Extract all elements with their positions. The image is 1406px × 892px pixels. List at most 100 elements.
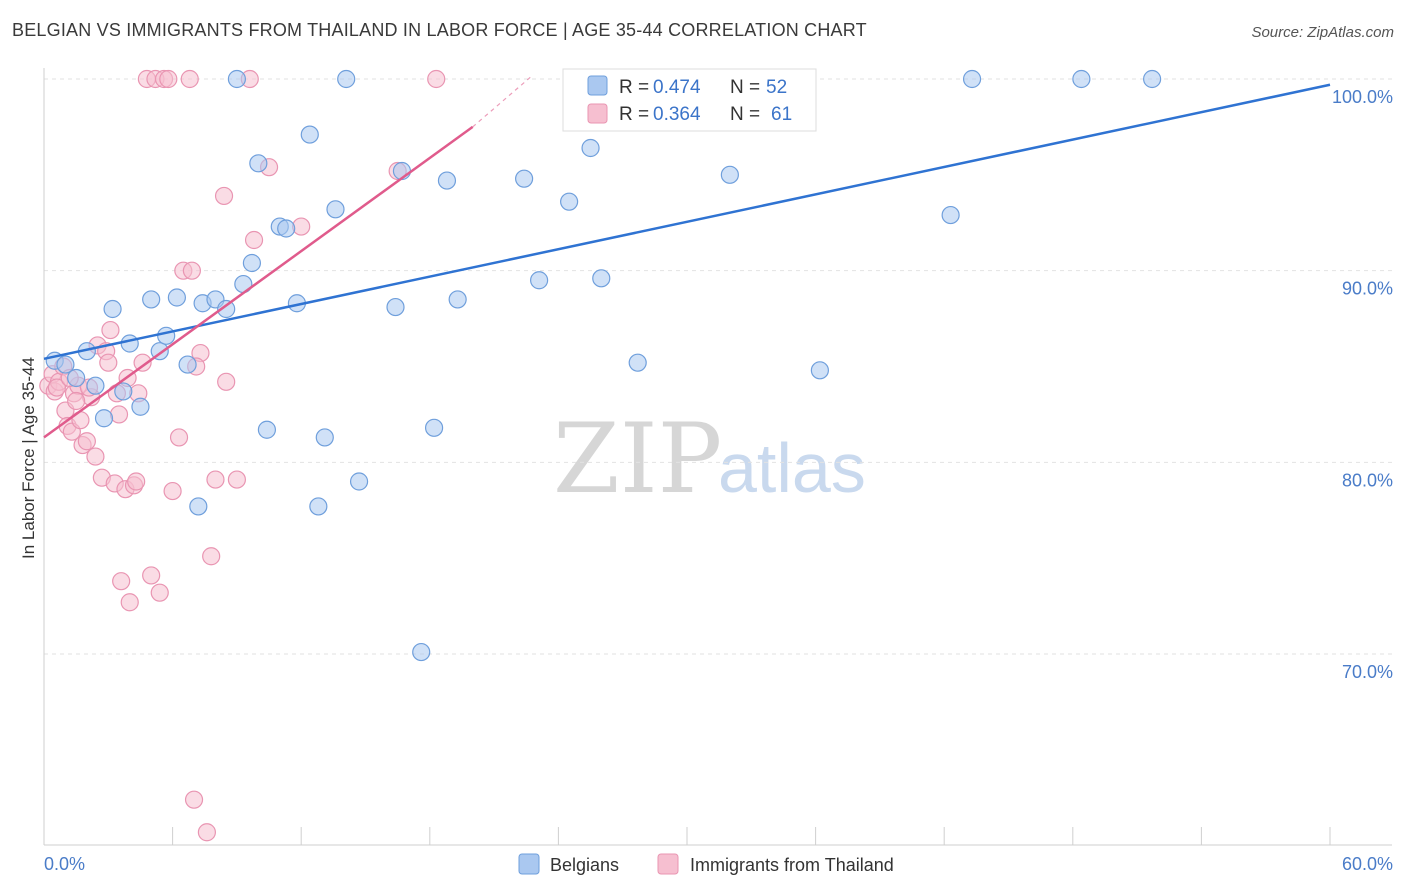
belgians-point-38 (448, 290, 467, 309)
trend-lines (43, 76, 1331, 439)
belgians-point-18 (217, 299, 236, 319)
belgians-point-1 (56, 355, 75, 374)
belgians-point-50 (1143, 69, 1162, 89)
source-label: Source: ZipAtlas.com (1251, 24, 1394, 41)
belgians-point-45 (720, 165, 739, 184)
belgians-point-12 (157, 326, 176, 345)
legend-n-label-belgians: N = (730, 77, 760, 98)
legend: R = 0.474 N = 52 R = 0.364 N = 61 (562, 68, 817, 132)
belgians-point-39 (515, 169, 534, 188)
belgians-point-27 (300, 125, 319, 144)
belgians-point-37 (437, 171, 457, 190)
thailand-point-19 (101, 320, 120, 340)
belgians-point-30 (326, 200, 345, 219)
thailand-point-45 (227, 470, 246, 489)
watermark-zip: ZIP (553, 403, 722, 515)
y-tick-label-3: 100.0% (1332, 87, 1393, 107)
thailand-point-47 (244, 230, 264, 250)
thailand-point-35 (163, 481, 182, 501)
belgians-point-13 (167, 288, 186, 307)
thailand-point-52 (182, 261, 201, 280)
belgians-point-2 (67, 368, 86, 388)
thailand-point-22 (112, 572, 131, 591)
thailand-point-32 (150, 583, 169, 602)
thailand-point-54 (67, 391, 86, 411)
belgians-point-29 (315, 428, 334, 447)
belgians-point-41 (560, 192, 579, 211)
belgians-point-28 (309, 497, 328, 516)
thailand-point-28 (133, 353, 152, 372)
thailand-point-60 (127, 472, 146, 491)
belgians-point-25 (277, 219, 296, 238)
y-tick-label-2: 90.0% (1342, 279, 1393, 299)
watermark-atlas: atlas (718, 429, 866, 507)
belgians-point-49 (1072, 69, 1091, 89)
legend-r-label-belgians: R = (619, 77, 649, 98)
belgians-point-10 (142, 290, 161, 309)
thailand-point-34 (159, 69, 178, 89)
bottom-legend-swatch-belgians (518, 853, 540, 875)
legend-n-value-belgians: 52 (766, 77, 787, 98)
belgians-point-47 (941, 205, 960, 225)
belgians-point-7 (114, 382, 133, 401)
thailand-point-12 (77, 432, 96, 451)
y-axis-label: In Labor Force | Age 35-44 (19, 357, 38, 559)
watermark: ZIP atlas (553, 403, 866, 515)
x-tick-label-1: 60.0% (1342, 854, 1393, 874)
belgians-point-31 (337, 69, 356, 89)
axes (43, 68, 1392, 846)
bottom-legend-thailand: Immigrants from Thailand (690, 855, 894, 875)
thailand-point-38 (180, 69, 199, 89)
trend-line-belgians (43, 83, 1331, 361)
thailand-point-44 (214, 186, 234, 206)
legend-swatch-belgians (587, 75, 608, 96)
y-tick-label-0: 70.0% (1342, 662, 1393, 682)
belgians-point-9 (131, 397, 150, 416)
y-tick-label-1: 80.0% (1342, 470, 1393, 490)
belgians-point-35 (412, 642, 431, 662)
legend-swatch-thailand (587, 103, 608, 124)
series-thailand-points (39, 69, 446, 842)
thailand-point-14 (86, 447, 105, 466)
thailand-point-42 (202, 547, 221, 566)
belgians-point-36 (424, 418, 444, 437)
thailand-point-59 (217, 372, 236, 391)
thailand-point-41 (197, 823, 216, 842)
belgians-point-14 (178, 355, 197, 374)
legend-r-value-belgians: 0.474 (653, 77, 701, 98)
belgians-point-15 (189, 497, 208, 516)
thailand-point-18 (99, 353, 118, 372)
thailand-point-36 (169, 428, 189, 447)
legend-n-label-thailand: N = (730, 104, 760, 125)
x-tick-label-0: 0.0% (44, 854, 85, 874)
thailand-point-39 (184, 790, 204, 809)
belgians-point-44 (628, 353, 647, 372)
legend-r-label-thailand: R = (619, 104, 649, 125)
thailand-point-57 (47, 378, 66, 397)
belgians-point-42 (581, 138, 600, 158)
trend-line-thailand (43, 125, 474, 439)
chart-title: BELGIAN VS IMMIGRANTS FROM THAILAND IN L… (12, 20, 867, 40)
bottom-legend-belgians: Belgians (550, 855, 619, 875)
belgians-point-22 (249, 154, 268, 173)
thailand-point-49 (292, 217, 311, 236)
legend-r-value-thailand: 0.364 (653, 104, 701, 125)
series-belgians-points (45, 69, 1162, 662)
belgians-point-8 (120, 334, 139, 353)
thailand-point-25 (120, 593, 139, 612)
belgians-point-43 (592, 269, 611, 288)
trend-line-thailand-extension (472, 76, 531, 128)
bottom-legend: Belgians Immigrants from Thailand (518, 853, 894, 875)
thailand-point-30 (142, 566, 161, 585)
belgians-point-33 (386, 297, 405, 317)
grid-lines (44, 78, 1392, 655)
belgians-point-23 (257, 420, 277, 439)
belgians-point-5 (94, 409, 114, 428)
y-tick-labels: 70.0% 80.0% 90.0% 100.0% (1332, 87, 1393, 682)
belgians-point-6 (103, 299, 122, 319)
belgians-point-32 (349, 472, 369, 491)
legend-n-value-thailand: 61 (771, 104, 792, 125)
belgians-point-4 (86, 376, 105, 395)
belgians-point-19 (227, 69, 246, 89)
thailand-point-51 (427, 69, 446, 89)
